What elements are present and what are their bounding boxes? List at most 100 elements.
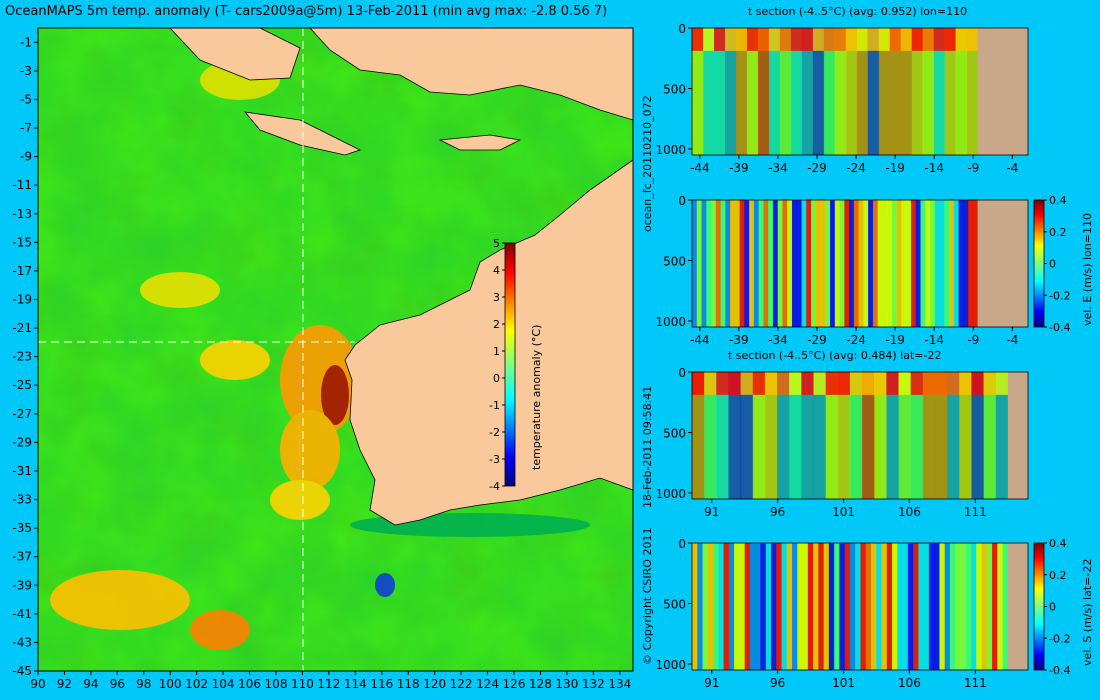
panel-column bbox=[872, 200, 879, 327]
section-panel-3: 91 96 101 106 111 0 500 1000 bbox=[655, 366, 1029, 519]
panel-column bbox=[844, 543, 851, 670]
section-panel-2: -44 -39 -34 -29 -24 -19 -14 -9 -4 0 500 1000 0.4 0.2 0… bbox=[655, 194, 1070, 347]
panel-surface-layer bbox=[900, 28, 913, 51]
panel-column bbox=[934, 372, 948, 499]
panel-land bbox=[1007, 372, 1028, 499]
panel-x-tick-label: 91 bbox=[704, 505, 719, 519]
panel-column bbox=[744, 200, 750, 327]
panel-colorbar-tick-label: 0 bbox=[1049, 601, 1056, 614]
panel-column bbox=[867, 28, 880, 155]
panel-column bbox=[971, 372, 985, 499]
map-y-tick-label: -21 bbox=[12, 321, 32, 335]
map-x-tick-label: 92 bbox=[57, 677, 72, 691]
panel-column bbox=[728, 372, 742, 499]
colorbar-tick-label: 4 bbox=[493, 264, 500, 277]
panel-column bbox=[934, 543, 940, 670]
map-y-ticks: -1 -3 -5 -7 -9 -11 -13 -15 -17 -19 -21 -23 -25 -27 -29… bbox=[12, 35, 38, 678]
panel-column bbox=[891, 200, 898, 327]
section-panel-1: -44 -39 -34 -29 -24 -19 -14 -9 -4 0 500 1000 bbox=[655, 22, 1029, 175]
panel-column bbox=[922, 28, 935, 155]
colorbar-tick-label: -1 bbox=[489, 399, 500, 412]
panel-column bbox=[763, 200, 769, 327]
panel-column bbox=[970, 543, 977, 670]
panel-column bbox=[862, 372, 875, 499]
panel-column bbox=[934, 200, 941, 327]
panel-colorbar-tick-label: 0.4 bbox=[1049, 537, 1067, 550]
panel-surface-layer bbox=[947, 372, 960, 395]
panel-column bbox=[806, 200, 812, 327]
map-x-tick-label: 90 bbox=[30, 677, 45, 691]
panel-column bbox=[724, 28, 737, 155]
panel-column bbox=[920, 200, 926, 327]
panel-y-tick-label: 500 bbox=[663, 426, 686, 440]
panel-column bbox=[933, 28, 946, 155]
panel-column bbox=[865, 543, 872, 670]
panel-colorbar bbox=[1033, 199, 1045, 328]
map-y-tick-label: -41 bbox=[12, 607, 32, 621]
map-x-tick-label: 130 bbox=[555, 677, 578, 691]
panel-surface-layer bbox=[716, 372, 729, 395]
map-x-tick-label: 132 bbox=[582, 677, 605, 691]
panel-y-tick-label: 1000 bbox=[655, 315, 686, 329]
panel-x-tick-label: 96 bbox=[770, 505, 785, 519]
panel-column bbox=[834, 28, 847, 155]
panel-column bbox=[786, 543, 793, 670]
panel-x-tick-label: -34 bbox=[768, 333, 788, 347]
panel-column bbox=[812, 28, 825, 155]
map-x-tick-label: 122 bbox=[450, 677, 473, 691]
panel4-colorbar-label: vel. S (m/s) lat=-22 bbox=[1081, 558, 1094, 666]
panel-column bbox=[818, 543, 825, 670]
panel-column bbox=[764, 372, 778, 499]
panel-column bbox=[830, 200, 836, 327]
panel-column bbox=[953, 200, 960, 327]
panel-column bbox=[892, 543, 898, 670]
run-id-label: ocean_fc_20110210_072 bbox=[641, 95, 654, 232]
panel-column bbox=[960, 543, 967, 670]
panel-column bbox=[791, 200, 798, 327]
map-y-tick-label: -33 bbox=[12, 493, 32, 507]
panel-surface-layer bbox=[764, 372, 778, 395]
panel-column bbox=[701, 200, 707, 327]
panel-column bbox=[876, 543, 883, 670]
panel-surface-layer bbox=[790, 28, 803, 51]
map-y-tick-label: -29 bbox=[12, 435, 32, 449]
panel-x-tick-label: -24 bbox=[846, 333, 866, 347]
panel-y-tick-label: 500 bbox=[663, 82, 686, 96]
panel-column bbox=[825, 200, 831, 327]
panel-column bbox=[858, 200, 864, 327]
panel-column bbox=[734, 543, 740, 670]
map-x-tick-label: 112 bbox=[317, 677, 340, 691]
map-y-tick-label: -5 bbox=[20, 92, 32, 106]
panel-colorbar-tick-label: -0.4 bbox=[1049, 664, 1070, 677]
panel-column bbox=[692, 543, 698, 670]
panel-column bbox=[878, 28, 891, 155]
panel-column bbox=[749, 543, 756, 670]
map-y-tick-label: -45 bbox=[12, 664, 32, 678]
panel-column bbox=[711, 200, 717, 327]
panel-column bbox=[882, 200, 888, 327]
panel-column bbox=[802, 543, 809, 670]
panel-x-tick-label: -29 bbox=[807, 161, 827, 175]
panel-x-tick-label: 111 bbox=[964, 505, 987, 519]
panel-y-tick-label: 1000 bbox=[655, 658, 686, 672]
panel-column bbox=[910, 372, 924, 499]
panel-column bbox=[889, 28, 902, 155]
map-y-tick-label: -27 bbox=[12, 407, 32, 421]
panel-column bbox=[757, 28, 770, 155]
panel-column bbox=[790, 28, 803, 155]
panel-surface-layer bbox=[702, 28, 715, 51]
panel-column bbox=[779, 28, 792, 155]
panel-column bbox=[777, 372, 790, 499]
panel-column bbox=[707, 543, 714, 670]
panel-land bbox=[1007, 543, 1028, 670]
map-x-tick-label: 114 bbox=[344, 677, 367, 691]
panel-column bbox=[849, 200, 855, 327]
panel-column bbox=[739, 200, 745, 327]
panel-column bbox=[692, 28, 704, 155]
panel-y-tick-label: 1000 bbox=[655, 143, 686, 157]
panel-column bbox=[887, 200, 893, 327]
map-y-tick-label: -25 bbox=[12, 378, 32, 392]
panel-column bbox=[886, 372, 900, 499]
panel-surface-layer bbox=[889, 28, 902, 51]
panel-column bbox=[725, 200, 731, 327]
